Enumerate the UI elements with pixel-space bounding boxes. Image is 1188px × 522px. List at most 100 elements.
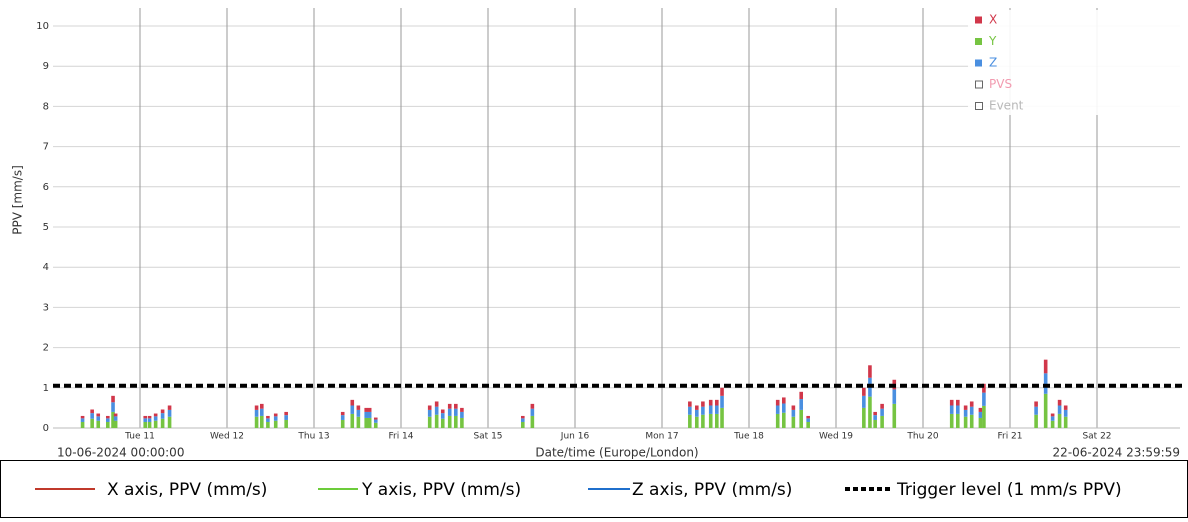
bar-segment xyxy=(868,396,872,428)
bar-segment xyxy=(356,409,361,417)
bar-segment xyxy=(949,399,954,406)
bar-segment xyxy=(111,395,115,403)
bar-segment xyxy=(96,416,101,421)
bar-segment xyxy=(791,409,796,417)
x-tick-label: Sat 22 xyxy=(1082,432,1111,442)
bar-segment xyxy=(1050,420,1055,428)
bar-segment xyxy=(530,408,535,416)
bar-segment xyxy=(153,413,158,417)
bar-segment xyxy=(284,415,288,420)
bar-segment xyxy=(167,405,172,410)
bar-segment xyxy=(434,414,439,428)
bar-segment xyxy=(364,411,368,418)
bar-segment xyxy=(1043,359,1048,374)
bar-segment xyxy=(963,405,968,410)
bar-segment xyxy=(454,403,458,409)
bar-segment xyxy=(521,421,525,428)
bar-segment xyxy=(782,403,786,413)
bar-segment xyxy=(367,407,372,412)
bar-segment xyxy=(775,399,780,406)
bar-segment xyxy=(90,409,94,414)
bar-segment xyxy=(160,413,165,419)
bar-segment xyxy=(143,418,148,422)
bar-segment xyxy=(1063,409,1068,417)
bar-segment xyxy=(427,409,432,417)
bar-segment xyxy=(708,413,713,428)
bar-segment xyxy=(880,415,884,428)
bar-segment xyxy=(273,416,278,421)
bar-segment xyxy=(80,418,85,422)
bar-segment xyxy=(782,397,786,404)
bar-segment xyxy=(695,416,699,428)
bar-segment xyxy=(113,420,118,428)
bar-segment xyxy=(447,403,452,409)
bar-segment xyxy=(873,419,877,428)
bar-segment xyxy=(791,416,796,428)
bar-segment xyxy=(367,411,372,418)
bar-segment xyxy=(356,405,361,410)
bar-segment xyxy=(160,409,165,414)
bar-segment xyxy=(440,409,445,414)
bar-segment xyxy=(880,403,884,409)
bar-segment xyxy=(978,411,983,418)
bar-segment xyxy=(695,409,699,417)
bar-segment xyxy=(1050,413,1055,417)
legend-swatch xyxy=(975,80,983,89)
bar-segment xyxy=(454,408,458,416)
bar-segment xyxy=(978,417,983,428)
bar-segment xyxy=(963,409,968,417)
bar-segment xyxy=(260,415,264,428)
bar-segment xyxy=(949,413,954,428)
legend-swatch xyxy=(975,59,982,67)
bar-segment xyxy=(1034,401,1038,407)
bar-segment xyxy=(111,411,115,428)
bar-segment xyxy=(160,418,165,428)
bar-segment xyxy=(340,411,345,416)
bar-segment xyxy=(956,413,960,428)
bar-segment xyxy=(978,407,983,412)
bar-segment xyxy=(460,407,464,412)
bar-segment xyxy=(340,419,345,428)
bar-segment xyxy=(873,411,877,416)
bar-segment xyxy=(791,405,796,410)
bar-segment xyxy=(720,387,724,396)
bar-segment xyxy=(806,415,810,419)
bar-segment xyxy=(106,415,110,419)
legend-label: Z axis, PPV (mm/s) xyxy=(632,480,792,500)
x-end-label: 22-06-2024 23:59:59 xyxy=(1053,446,1180,460)
legend-label: X axis, PPV (mm/s) xyxy=(107,480,267,500)
bar-segment xyxy=(147,415,152,419)
x-tick-label: Fri 14 xyxy=(388,432,413,442)
bar-segment xyxy=(956,399,960,406)
x-tick-label: Thu 13 xyxy=(297,432,329,442)
bar-segment xyxy=(969,406,974,415)
bar-segment xyxy=(1034,406,1038,415)
bar-segment xyxy=(982,405,986,428)
bar-segment xyxy=(440,418,445,428)
bar-segment xyxy=(434,401,439,407)
bar-segment xyxy=(111,402,115,412)
x-tick-label: Sat 15 xyxy=(473,432,502,442)
bar-segment xyxy=(1063,405,1068,410)
bar-segment xyxy=(688,414,692,428)
bar-segment xyxy=(106,421,110,428)
bar-segment xyxy=(266,415,270,419)
bar-segment xyxy=(167,409,172,417)
bar-segment xyxy=(364,407,368,412)
bar-segment xyxy=(106,418,110,422)
bar-segment xyxy=(96,413,101,417)
bar-segment xyxy=(367,417,372,428)
bar-segment xyxy=(806,418,810,422)
bar-segment xyxy=(949,405,954,414)
bar-segment xyxy=(688,401,692,407)
bar-segment xyxy=(350,399,355,406)
bar-segment xyxy=(1034,414,1038,428)
x-axis-label: Date/time (Europe/London) xyxy=(535,446,698,460)
bar-segment xyxy=(90,418,94,428)
bar-segment xyxy=(782,412,786,428)
bar-segment xyxy=(799,409,803,428)
bar-segment xyxy=(880,408,884,416)
bar-segment xyxy=(1050,416,1055,421)
bar-segment xyxy=(720,395,724,408)
